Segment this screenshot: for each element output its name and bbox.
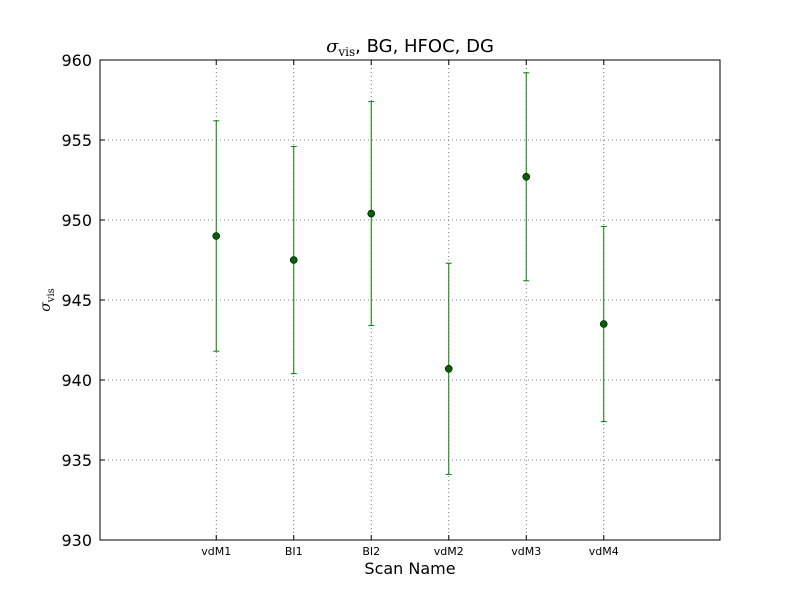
ylabel-symbol: σ: [38, 302, 54, 312]
x-tick-label: vdM3: [511, 545, 541, 558]
data-point: [367, 209, 376, 218]
y-axis-label: σvis: [38, 288, 57, 312]
x-tick-label: vdM4: [589, 545, 619, 558]
x-axis-label: Scan Name: [364, 559, 455, 578]
y-tick-label: 940: [61, 371, 92, 390]
x-tick-label: vdM2: [434, 545, 464, 558]
data-point: [599, 320, 608, 328]
x-tick-label: BI2: [362, 545, 380, 558]
x-tick-label: vdM1: [201, 545, 231, 558]
y-tick-label: 945: [61, 291, 92, 310]
data-point: [289, 256, 298, 264]
y-tick-label: 950: [61, 211, 92, 230]
data-point: [444, 364, 453, 373]
chart-title: σvis, BG, HFOC, DG: [326, 36, 494, 59]
title-symbol: σ: [326, 36, 339, 57]
title-rest: , BG, HFOC, DG: [355, 36, 494, 57]
ylabel-subscript: vis: [46, 288, 57, 303]
data-series: [212, 72, 608, 475]
y-tick-label: 960: [61, 51, 92, 70]
plot-frame: [99, 59, 721, 541]
x-tick-label: BI1: [285, 545, 303, 558]
grid-lines: [100, 59, 720, 541]
y-tick-label: 935: [61, 451, 92, 470]
y-tick-label: 930: [61, 531, 92, 550]
y-tick-label: 955: [61, 131, 92, 150]
axes: 930 935 940 945 950 955 960 vdM1 BI1 BI2 vdM2 vdM3 v…: [61, 51, 721, 558]
data-point: [522, 173, 531, 181]
data-point: [212, 232, 221, 240]
title-subscript: vis: [337, 45, 355, 59]
